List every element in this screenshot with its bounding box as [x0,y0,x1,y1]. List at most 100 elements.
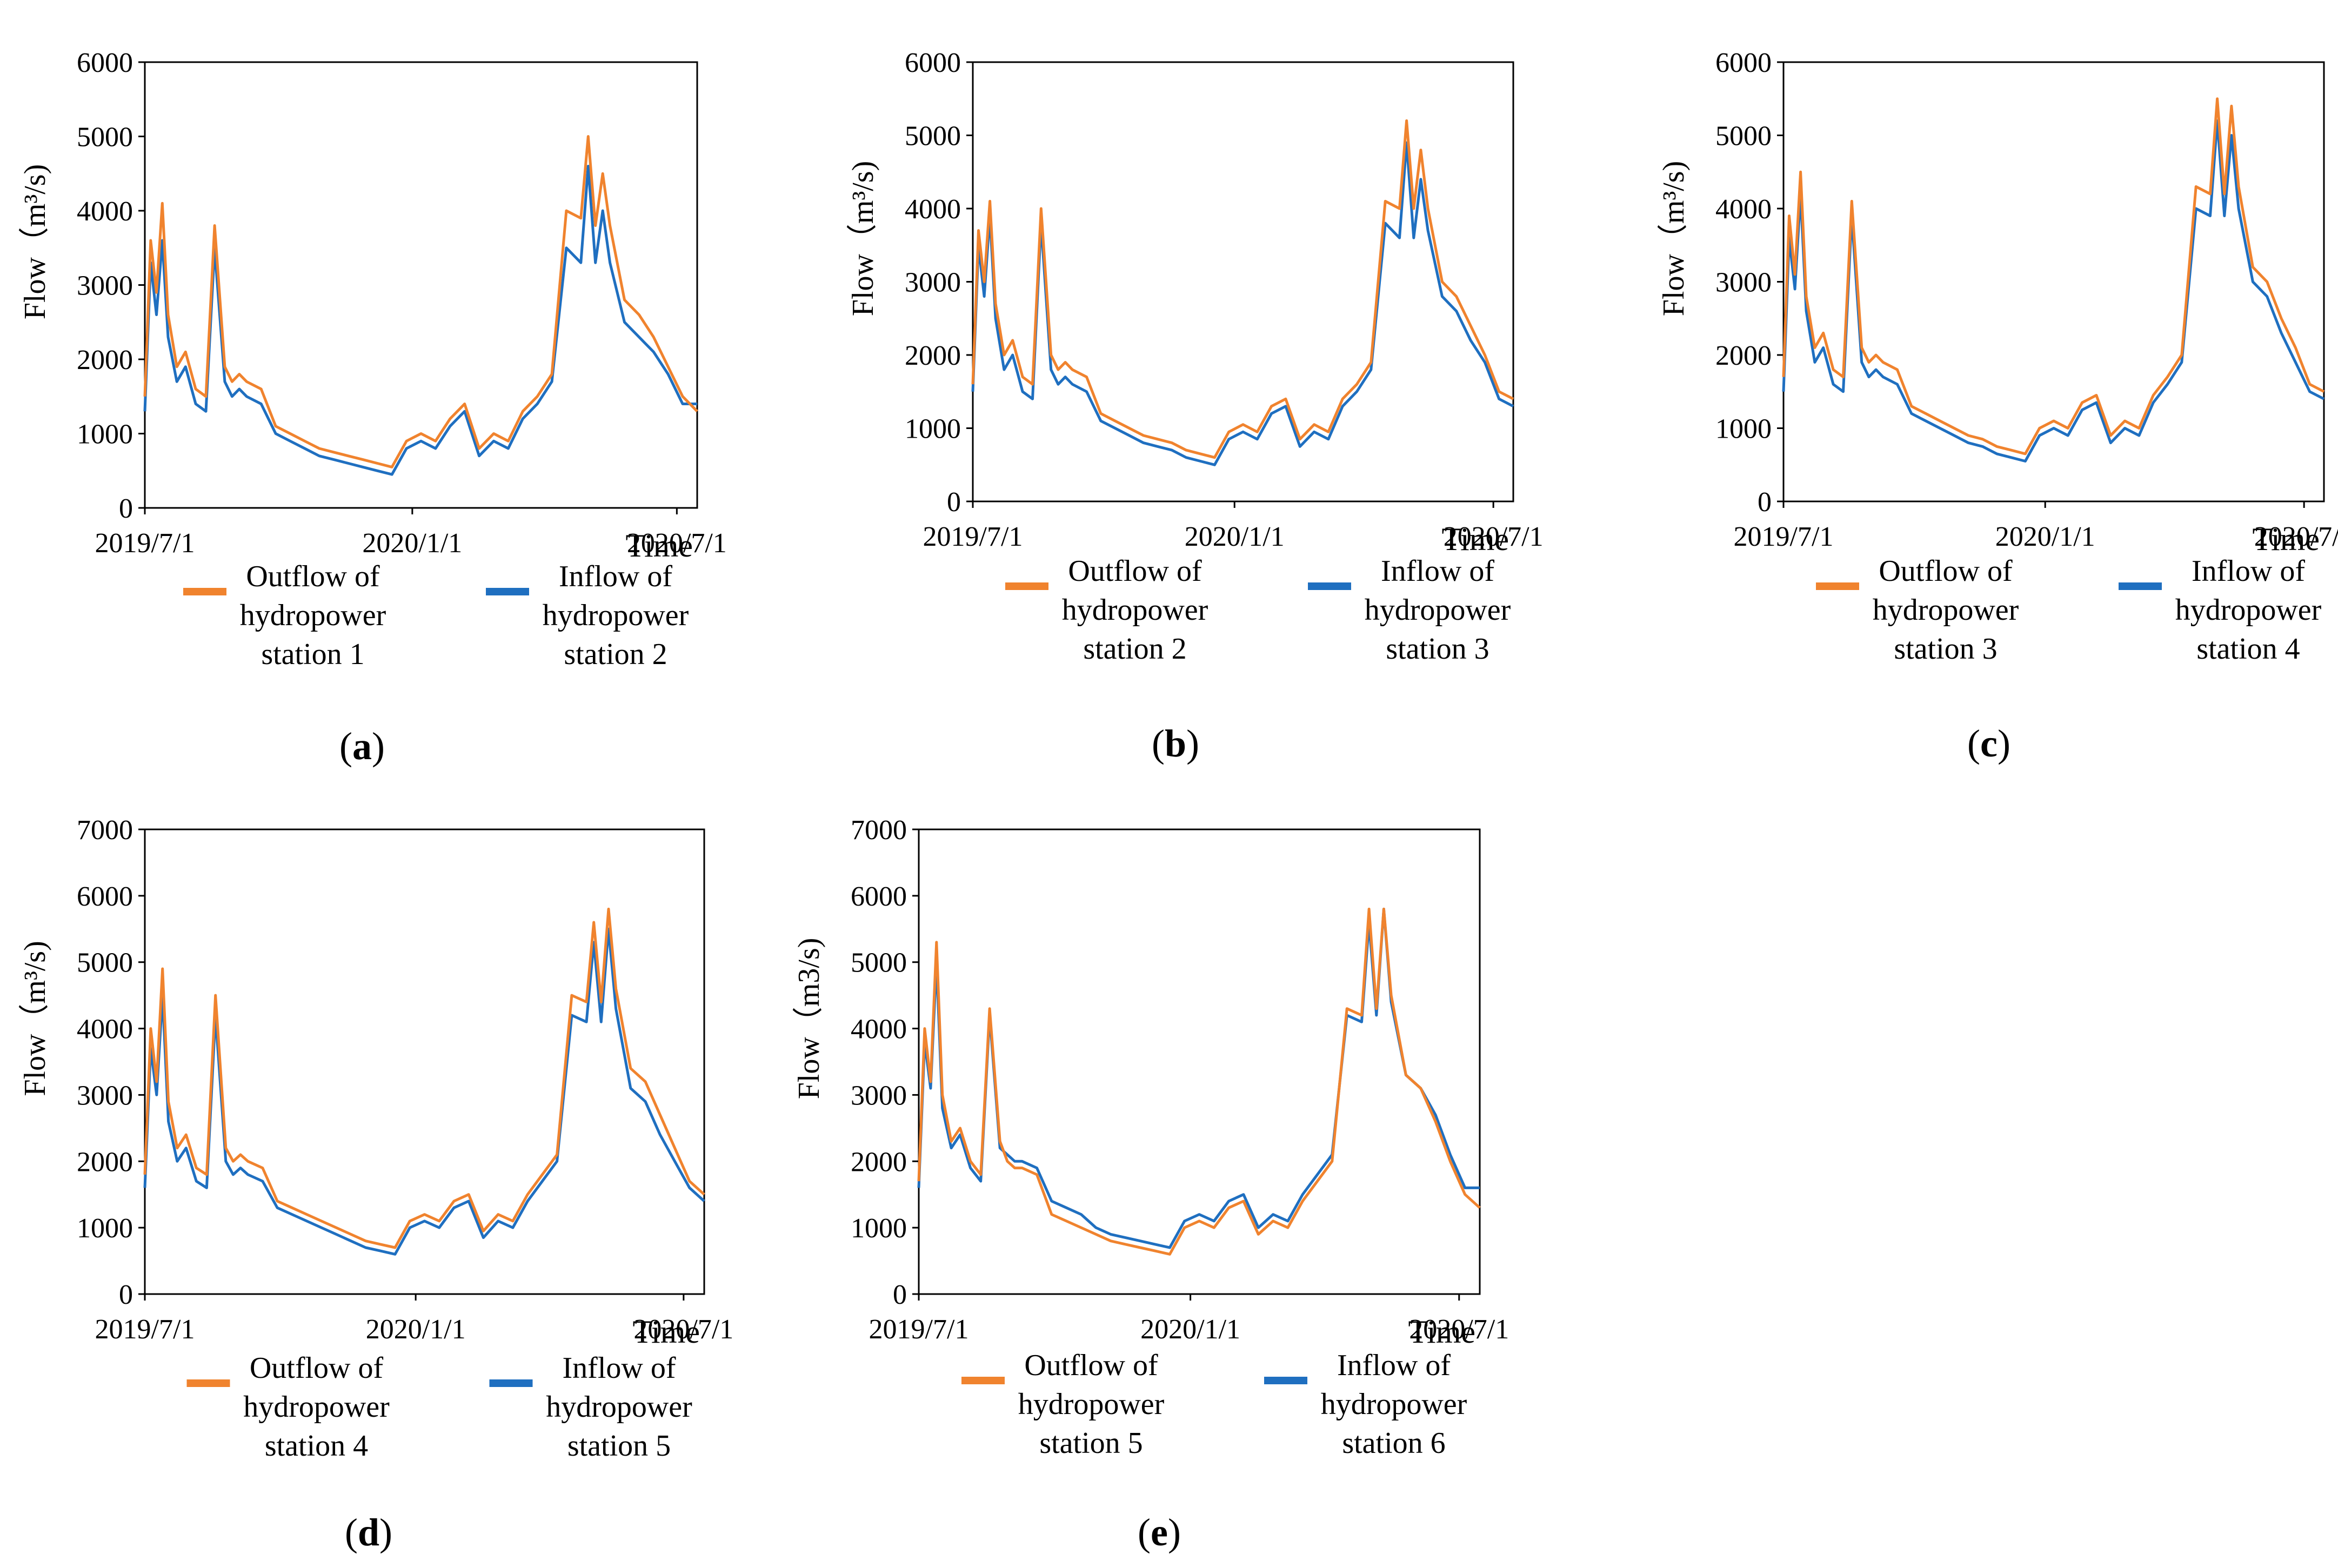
x-tick-label: 2020/1/1 [366,1314,466,1345]
y-tick-label: 5000 [77,122,133,153]
y-axis-title: Flow（m³/s) [846,161,880,317]
legend-text-outflow: station 4 [265,1429,368,1463]
plot-frame [918,828,1481,1295]
y-tick-label: 6000 [77,48,133,78]
legend-text-inflow: Inflow of [1337,1349,1451,1382]
legend-text-outflow: Outflow of [250,1351,384,1385]
y-tick-label: 7000 [77,815,133,846]
plot-frame [1782,61,2325,502]
legend-text-inflow: hydropower [546,1390,692,1424]
y-tick-label: 1000 [905,414,961,445]
legend-text-inflow: station 3 [1386,632,1489,666]
panel-label: (d) [345,1511,392,1554]
x-tick-label: 2020/7/1 [2254,521,2338,552]
y-tick-label: 3000 [1715,267,1772,298]
y-tick-label: 3000 [851,1080,907,1111]
y-tick-label: 5000 [77,948,133,979]
x-axis-title: Time [2252,521,2320,557]
y-tick-label: 6000 [905,48,961,78]
legend-text-outflow: hydropower [1873,593,2019,627]
series-line-outflow [971,119,1514,459]
chart-panel-e: 0 1000 2000 3000 4000 5000 6000 7000 2019/7/1 202… [792,815,1509,1554]
y-tick-label: 0 [119,1279,133,1310]
x-tick-label: 2020/1/1 [1185,521,1285,552]
y-tick-label: 4000 [851,1014,907,1045]
legend-text-inflow: hydropower [2175,593,2322,627]
x-tick-label: 2019/7/1 [95,1314,195,1345]
x-axis-title: Time [1441,521,1509,557]
legend-text-outflow: Outflow of [1024,1349,1158,1382]
legend-text-outflow: hydropower [1018,1388,1165,1421]
series-line-inflow [143,165,697,476]
series-line-outflow [1782,97,2325,455]
legend-text-inflow: Inflow of [2192,554,2305,588]
x-tick-label: 2019/7/1 [869,1314,969,1345]
y-tick-label: 6000 [1715,48,1772,78]
y-tick-label: 4000 [77,1014,133,1045]
y-tick-label: 5000 [1715,121,1772,152]
series-line-inflow [143,927,705,1256]
x-tick-label: 2020/7/1 [1444,521,1544,552]
legend-text-inflow: Inflow of [563,1351,676,1385]
legend-text-outflow: hydropower [240,599,386,632]
x-tick-label: 2019/7/1 [923,521,1023,552]
series-line-outflow [143,907,705,1249]
y-axis-title: Flow（m³/s) [18,941,52,1096]
x-tick-label: 2020/1/1 [1140,1314,1240,1345]
series-line-outflow [143,135,698,468]
y-tick-label: 1000 [1715,414,1772,445]
plot-frame [972,61,1514,502]
y-tick-label: 3000 [77,271,133,301]
y-tick-label: 0 [1758,487,1772,518]
x-axis-title: Time [632,1314,700,1350]
panel-label: (b) [1152,722,1199,765]
y-tick-label: 4000 [1715,194,1772,225]
panel-label: (a) [339,725,385,768]
plot-frame [144,828,705,1295]
legend-text-outflow: Outflow of [1879,554,2013,588]
x-tick-label: 2020/1/1 [362,528,462,559]
chart-panel-d: 0 1000 2000 3000 4000 5000 6000 7000 2019/7/1 202… [18,815,733,1554]
legend-text-inflow: hydropower [1365,593,1511,627]
x-tick-label: 2020/1/1 [1995,521,2095,552]
y-tick-label: 2000 [1715,340,1772,371]
y-tick-label: 0 [893,1279,907,1310]
x-tick-label: 2019/7/1 [1734,521,1834,552]
y-axis-title: Flow（m³/s) [1657,161,1691,317]
legend-text-inflow: Inflow of [1381,554,1494,588]
legend-text-inflow: hydropower [543,599,689,632]
legend-text-outflow: station 2 [1083,632,1186,666]
series-line-outflow [917,907,1481,1256]
legend-text-inflow: station 4 [2196,632,2300,666]
x-tick-label: 2020/7/1 [627,528,727,559]
legend-text-inflow: station 2 [564,638,667,671]
chart-panel-a: 0 1000 2000 3000 4000 5000 6000 2019/7/1 2020/1/… [18,48,727,768]
y-tick-label: 6000 [851,881,907,912]
y-tick-label: 2000 [77,345,133,376]
legend-text-inflow: station 5 [567,1429,671,1463]
x-axis-title: Time [625,528,693,564]
legend-text-outflow: station 3 [1894,632,1997,666]
y-axis-title: Flow（m3/s) [792,938,826,1100]
y-tick-label: 5000 [851,948,907,979]
y-tick-label: 1000 [77,1213,133,1244]
y-tick-label: 0 [119,493,133,524]
x-tick-label: 2020/7/1 [1409,1314,1509,1345]
series-line-inflow [1782,119,2325,463]
y-axis-title: Flow（m³/s) [18,164,52,320]
x-tick-label: 2020/7/1 [633,1314,733,1345]
legend-text-inflow: station 6 [1342,1426,1445,1460]
y-tick-label: 7000 [851,815,907,846]
panel-label: (c) [1967,722,2010,765]
y-tick-label: 1000 [77,419,133,450]
legend-text-outflow: Outflow of [246,560,380,593]
legend-text-outflow: station 5 [1039,1426,1143,1460]
legend-text-inflow: hydropower [1321,1388,1467,1421]
y-tick-label: 5000 [905,121,961,152]
y-tick-label: 2000 [77,1147,133,1177]
y-tick-label: 3000 [77,1080,133,1111]
legend-text-outflow: station 1 [261,638,364,671]
y-tick-label: 6000 [77,881,133,912]
series-line-inflow [971,141,1514,466]
